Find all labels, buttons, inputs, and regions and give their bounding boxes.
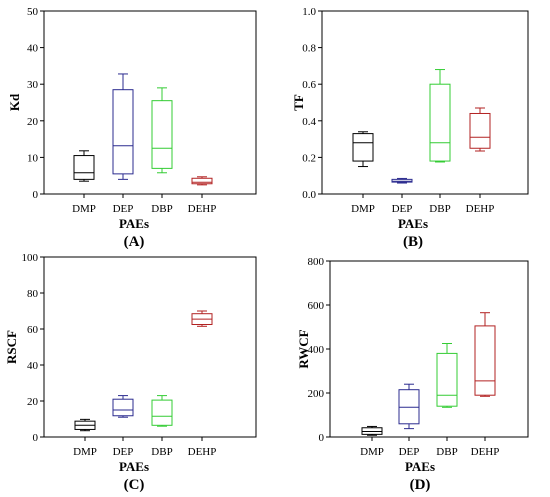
x-tick-label: DMP xyxy=(351,203,375,215)
panel-c: 0 20 40 60 80 100 RSCF DMP DEP DBP DEHP PAEs (C) xyxy=(4,252,257,493)
y-tick-label: 0.0 xyxy=(302,189,316,201)
box-iqr xyxy=(352,133,374,162)
y-tick-label: 80 xyxy=(27,288,39,300)
y-axis-label: RWCF xyxy=(296,329,311,368)
x-tick-label: DMP xyxy=(73,446,97,458)
box-iqr xyxy=(112,398,134,417)
box-dep xyxy=(112,395,134,418)
x-tick-label: DBP xyxy=(436,446,457,458)
y-tick-label: 0 xyxy=(33,189,39,201)
box-iqr xyxy=(398,389,420,425)
x-tick-label: DBP xyxy=(151,203,172,215)
box-dep xyxy=(391,177,413,184)
box-iqr xyxy=(436,352,458,407)
panel-label: (D) xyxy=(410,477,431,493)
box-dmp xyxy=(361,425,383,436)
box-dbp xyxy=(429,69,451,163)
y-axis-label: Kd xyxy=(7,93,22,111)
box-iqr xyxy=(474,325,496,396)
y-tick-label: 10 xyxy=(27,152,39,164)
y-tick-label: 40 xyxy=(27,43,39,55)
x-tick-label: DMP xyxy=(360,446,384,458)
y-tick-label: 200 xyxy=(308,388,325,400)
box-dbp xyxy=(436,343,458,408)
y-tick-label: 1.0 xyxy=(302,6,316,18)
box-iqr xyxy=(469,112,491,149)
y-tick-label: 0.2 xyxy=(302,152,316,164)
box-dbp xyxy=(151,87,173,174)
x-tick-label: DEP xyxy=(113,446,134,458)
x-tick-label: DMP xyxy=(72,203,96,215)
x-axis-label: PAEs xyxy=(405,459,435,474)
box-dmp xyxy=(73,150,95,182)
x-axis-label: PAEs xyxy=(398,216,428,231)
x-tick-label: DEHP xyxy=(471,446,500,458)
y-tick-label: 20 xyxy=(27,116,39,128)
box-dep xyxy=(112,73,134,180)
box-dehp xyxy=(474,312,496,397)
box-dehp xyxy=(469,107,491,152)
y-tick-label: 60 xyxy=(27,324,39,336)
box-iqr xyxy=(191,177,213,185)
y-tick-label: 100 xyxy=(22,252,39,264)
box-dehp xyxy=(191,310,213,327)
y-tick-label: 0.4 xyxy=(302,116,316,128)
x-tick-label: DEHP xyxy=(188,203,217,215)
x-tick-label: DEP xyxy=(113,203,134,215)
box-iqr xyxy=(429,83,451,162)
panel-a: 0 10 20 30 40 50 Kd DMP DEP DBP DEHP PAEs (A) xyxy=(7,6,257,250)
box-dmp xyxy=(74,418,96,432)
panel-label: (B) xyxy=(403,234,423,250)
y-tick-label: 0.6 xyxy=(302,79,316,91)
panel-label: (A) xyxy=(124,234,145,250)
x-tick-label: DEHP xyxy=(188,446,217,458)
y-axis-label: TF xyxy=(291,94,306,111)
plot-frame xyxy=(43,10,257,195)
box-dep xyxy=(398,383,420,430)
x-axis-label: PAEs xyxy=(119,216,149,231)
box-dmp xyxy=(352,131,374,168)
plot-frame xyxy=(329,260,529,438)
x-axis-label: PAEs xyxy=(119,459,149,474)
y-tick-label: 0 xyxy=(319,432,325,444)
x-tick-label: DBP xyxy=(429,203,450,215)
box-iqr xyxy=(151,399,173,426)
y-tick-label: 20 xyxy=(27,396,39,408)
panel-label: (C) xyxy=(124,477,145,493)
x-tick-label: DEP xyxy=(399,446,420,458)
y-tick-label: 30 xyxy=(27,79,39,91)
x-tick-label: DEHP xyxy=(466,203,495,215)
plot-frame xyxy=(321,10,529,195)
panel-b: 0.0 0.2 0.4 0.6 0.8 1.0 TF DMP DEP DBP DEHP PAEs (B) xyxy=(291,6,529,250)
y-tick-label: 800 xyxy=(308,256,325,268)
y-tick-label: 400 xyxy=(308,344,325,356)
x-tick-label: DEP xyxy=(392,203,413,215)
y-tick-label: 0.8 xyxy=(302,43,316,55)
y-tick-label: 0 xyxy=(33,432,39,444)
box-dbp xyxy=(151,395,173,427)
box-iqr xyxy=(112,89,134,175)
plot-frame xyxy=(43,256,257,438)
box-iqr xyxy=(151,100,173,169)
x-tick-label: DBP xyxy=(151,446,172,458)
y-tick-label: 40 xyxy=(27,360,39,372)
box-dehp xyxy=(191,176,213,186)
panel-d: 0 200 400 600 800 RWCF DMP DEP DBP DEHP PAEs (D) xyxy=(296,256,529,493)
y-tick-label: 50 xyxy=(27,6,39,18)
y-tick-label: 600 xyxy=(308,300,325,312)
y-axis-label: RSCF xyxy=(4,330,19,364)
box-iqr xyxy=(73,155,95,180)
